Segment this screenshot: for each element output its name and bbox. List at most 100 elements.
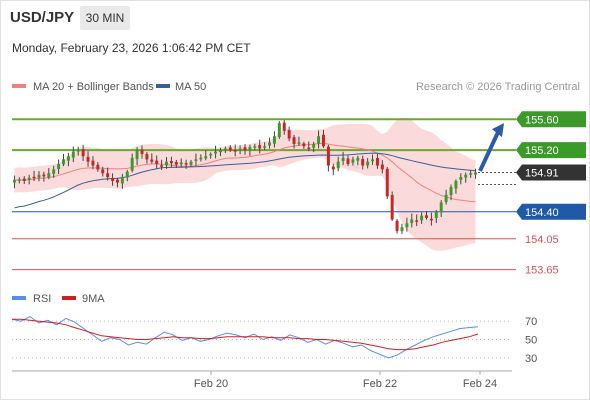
x-tick-label: Feb 24	[463, 378, 497, 390]
candle-body	[307, 147, 311, 150]
candle-body	[425, 215, 428, 218]
key-levels	[12, 118, 516, 271]
candle-body	[66, 156, 70, 161]
bollinger-band-fill	[14, 117, 476, 251]
level-label-pivot: 154.40	[525, 207, 559, 219]
legend-swatch-rsi	[12, 296, 26, 300]
candle-body	[429, 218, 433, 221]
x-tick-label: Feb 20	[194, 378, 228, 390]
level-label-resistance: 155.60	[525, 114, 559, 126]
candle-body	[150, 159, 154, 162]
candle-body	[282, 122, 286, 131]
candle-body	[258, 145, 262, 149]
legend-label-rsi: RSI	[33, 293, 51, 305]
candle-body	[12, 180, 16, 183]
legend-swatch-ma9	[62, 296, 76, 300]
candle-body	[115, 179, 119, 183]
candle-body	[356, 157, 360, 161]
candle-body	[302, 143, 306, 147]
candle-body	[439, 202, 443, 213]
candle-body	[62, 159, 65, 165]
candle-body	[459, 177, 463, 180]
candle-body	[42, 174, 46, 177]
chart-header: USD/JPY 30 MIN	[0, 0, 590, 36]
candle-body	[219, 150, 222, 153]
level-label-resistance: 155.20	[525, 145, 559, 157]
credit-text: Research © 2026 Trading Central	[416, 81, 580, 93]
candle-body	[86, 156, 90, 162]
candle-body	[385, 168, 389, 197]
candle-body	[111, 178, 115, 181]
candle-body	[243, 147, 247, 151]
timestamp: Monday, February 23, 2026 1:06:42 PM CET	[12, 41, 251, 55]
timeframe-button[interactable]: 30 MIN	[80, 6, 130, 30]
candle-body	[464, 174, 468, 178]
price-legend: MA 20 + Bollinger Bands MA 50 Research © 2…	[12, 81, 580, 93]
candle-body	[454, 180, 458, 189]
legend-swatch-ma20	[12, 84, 26, 88]
candle-body	[326, 146, 330, 166]
candle-body	[32, 176, 36, 179]
level-tag-resistance	[516, 142, 586, 159]
candle-body	[209, 153, 213, 156]
candle-body	[390, 194, 394, 220]
candle-body	[22, 178, 26, 181]
candle-body	[76, 150, 80, 152]
level-tags: 155.60 155.20 154.91 154.40 154.05 153.65	[516, 111, 586, 277]
candle-body	[312, 143, 316, 148]
x-tick-label: Feb 22	[363, 378, 397, 390]
candle-body	[174, 161, 178, 165]
candle-body	[155, 160, 159, 164]
candle-body	[400, 227, 404, 232]
candle-body	[292, 137, 296, 144]
candle-body	[228, 147, 232, 151]
candle-body	[194, 159, 198, 161]
candle-body	[380, 164, 384, 170]
candle-body	[449, 187, 453, 196]
candle-body	[145, 154, 149, 160]
candle-body	[361, 158, 365, 166]
symbol-title: USD/JPY	[10, 9, 75, 26]
candle-body	[179, 162, 183, 165]
candle-body	[434, 211, 438, 219]
rsi-line	[11, 316, 479, 359]
candle-body	[263, 146, 267, 148]
candle-body	[130, 157, 134, 171]
candle-body	[277, 123, 281, 137]
candle-body	[52, 169, 56, 174]
legend-label-ma9: 9MA	[82, 293, 105, 305]
candle-body	[120, 177, 124, 184]
ma9-line	[12, 318, 479, 351]
candle-body	[341, 157, 345, 161]
candle-body	[169, 161, 173, 164]
candle-body	[47, 173, 51, 178]
candle-body	[27, 177, 31, 181]
candle-body	[469, 173, 473, 175]
candle-body	[165, 161, 168, 166]
candle-body	[366, 161, 370, 166]
candle-body	[253, 146, 257, 148]
candle-body	[287, 130, 291, 139]
candle-body	[331, 166, 335, 170]
candle-body	[420, 215, 424, 221]
level-label-support: 153.65	[525, 265, 559, 277]
candle-body	[140, 150, 144, 154]
candle-body	[125, 171, 129, 178]
level-tag-resistance	[516, 111, 586, 128]
arrow-shaft	[478, 129, 501, 172]
candle-body	[223, 148, 227, 151]
legend-label-ma50: MA 50	[175, 81, 206, 93]
candle-body	[375, 158, 379, 166]
candle-body	[199, 157, 203, 160]
level-label-support: 154.05	[525, 234, 559, 246]
candle-body	[184, 163, 188, 165]
candle-body	[204, 156, 208, 159]
candle-body	[317, 136, 321, 144]
candle-body	[238, 148, 242, 151]
candle-body	[336, 161, 340, 169]
level-tag-pivot	[516, 203, 586, 220]
candle-body	[346, 158, 350, 164]
candle-body	[101, 169, 105, 174]
candlesticks	[12, 120, 478, 234]
rsi-tick-label: 70	[525, 316, 537, 328]
